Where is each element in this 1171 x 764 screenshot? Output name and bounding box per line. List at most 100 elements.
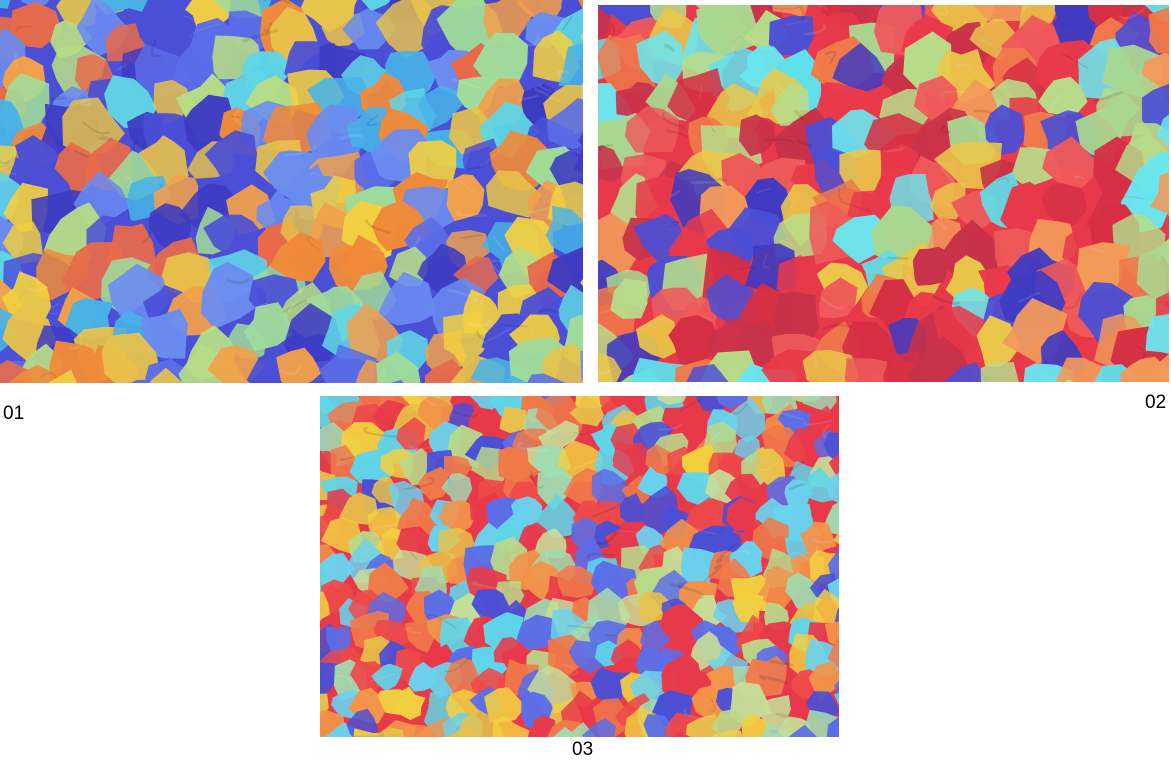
texture-stroke	[458, 177, 476, 194]
segment-region	[823, 432, 839, 461]
texture-stroke	[882, 146, 905, 153]
texture-stroke	[657, 423, 683, 431]
segment-region	[1, 271, 52, 325]
segment-region	[770, 82, 810, 126]
segment-region	[464, 378, 485, 383]
panel-caption-02: 02	[1145, 392, 1167, 413]
segment-region	[833, 692, 839, 706]
segment-region	[610, 278, 648, 319]
segment-region	[492, 715, 530, 737]
segment-region	[320, 591, 330, 621]
segment-region	[473, 32, 528, 87]
segment-region	[371, 663, 403, 692]
segment-region	[840, 5, 891, 33]
segment-region	[1077, 242, 1131, 293]
segment-region	[598, 353, 622, 382]
texture-stroke	[339, 455, 356, 461]
segment-region	[563, 467, 602, 508]
texture-stroke	[775, 84, 792, 101]
texture-stroke	[567, 625, 596, 631]
segment-region	[1078, 281, 1133, 345]
segment-region	[441, 472, 473, 507]
texture-stroke	[758, 675, 788, 685]
texture-stroke	[363, 426, 398, 438]
segment-region	[912, 246, 953, 286]
segment-region	[788, 724, 818, 737]
segment-region	[152, 12, 194, 58]
segment-region	[819, 277, 858, 319]
segment-region	[591, 468, 627, 512]
texture-stroke	[931, 294, 961, 305]
segment-region	[361, 0, 392, 12]
texture-stroke	[1117, 7, 1146, 20]
segment-region	[812, 379, 819, 382]
segment-region	[325, 626, 352, 655]
segmentation-panel-02	[598, 5, 1169, 382]
texture-stroke	[14, 52, 19, 69]
segment-region	[1038, 76, 1088, 116]
segment-region	[826, 716, 839, 737]
segment-region	[10, 1, 63, 49]
segment-region	[204, 130, 268, 194]
segment-region	[126, 175, 172, 222]
texture-stroke	[906, 273, 921, 291]
texture-stroke	[757, 566, 777, 572]
segment-region	[803, 467, 835, 503]
segment-region	[130, 379, 153, 383]
texture-stroke	[598, 143, 613, 151]
texture-stroke	[664, 43, 675, 52]
texture-stroke	[50, 95, 67, 101]
texture-stroke	[604, 629, 620, 637]
texture-stroke	[410, 552, 418, 560]
segment-region	[396, 417, 426, 450]
segment-region	[656, 396, 687, 405]
texture-stroke	[150, 39, 164, 58]
segment-region	[1042, 136, 1102, 188]
segment-region	[580, 33, 583, 41]
segment-region	[15, 135, 70, 195]
texture-stroke	[0, 160, 10, 164]
texture-stroke	[679, 398, 702, 413]
texture-stroke	[732, 402, 749, 415]
texture-stroke	[403, 477, 435, 491]
texture-stroke	[683, 708, 708, 722]
segment-region	[47, 369, 78, 383]
segment-region	[418, 85, 464, 130]
segment-region	[765, 732, 784, 737]
segment-region	[784, 479, 813, 508]
texture-stroke	[665, 129, 688, 138]
texture-stroke	[722, 550, 751, 556]
segment-region	[636, 30, 685, 90]
texture-stroke	[0, 167, 17, 176]
segment-region	[660, 604, 705, 652]
texture-stroke	[715, 543, 737, 563]
segment-region	[827, 547, 839, 589]
texture-stroke	[803, 24, 826, 36]
texture-stroke	[731, 38, 742, 51]
segment-region	[1056, 357, 1104, 382]
segment-region	[972, 5, 1029, 22]
texture-stroke	[518, 94, 540, 101]
segment-region	[149, 367, 183, 383]
texture-stroke	[685, 519, 715, 535]
segment-region	[579, 379, 583, 383]
segment-region	[712, 730, 743, 737]
texture-stroke	[625, 376, 640, 379]
texture-stroke	[446, 288, 478, 304]
segment-region	[269, 231, 326, 282]
texture-stroke	[509, 553, 517, 564]
texture-stroke	[563, 526, 575, 539]
segment-region	[751, 517, 790, 562]
segment-region	[318, 382, 321, 383]
segmentation-panel-01	[0, 0, 583, 383]
texture-stroke	[710, 178, 728, 182]
segment-region	[527, 373, 566, 383]
segment-region	[443, 310, 492, 369]
segment-region	[625, 106, 679, 153]
texture-stroke	[598, 367, 615, 376]
texture-stroke	[940, 124, 951, 134]
segment-region	[619, 493, 644, 523]
texture-stroke	[595, 530, 618, 546]
segment-region	[0, 0, 11, 9]
texture-stroke	[242, 28, 278, 43]
